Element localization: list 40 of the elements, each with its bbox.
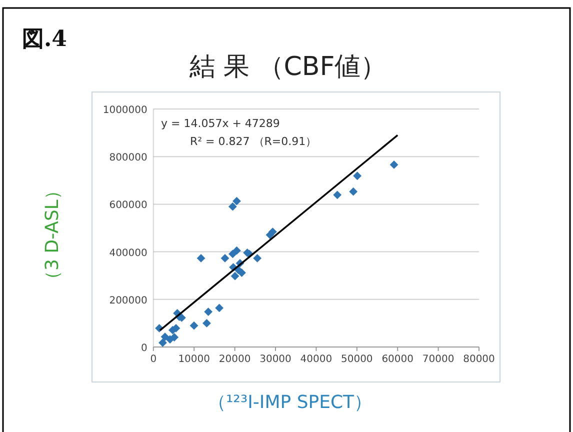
point: [268, 228, 277, 236]
point: [253, 254, 262, 262]
y-tick-label: 400000: [109, 248, 148, 259]
point: [202, 319, 211, 328]
y-tick-label: 600000: [109, 200, 148, 212]
x-tick-label: 60000: [382, 354, 414, 365]
text: 図.4: [22, 26, 67, 52]
point: [232, 246, 241, 255]
point: [230, 272, 240, 280]
point: [204, 308, 213, 316]
point: [333, 190, 342, 200]
x-tick-label: 40000: [300, 354, 332, 365]
point: [349, 187, 358, 196]
y-tick-label: 800000: [109, 152, 148, 164]
y-tick-label: 200000: [109, 295, 148, 306]
x-tick-label: 70000: [422, 354, 454, 365]
annotation: R² = 0.827 （R=0.91）: [190, 135, 317, 148]
point: [390, 160, 398, 169]
point: [238, 268, 246, 277]
annotation: y = 14.057x + 47289: [161, 117, 280, 130]
x-tick-label: 0: [150, 354, 157, 365]
y-axis-title: （3 D-ASL）: [42, 182, 63, 288]
point: [220, 254, 230, 262]
y-tick-label: 1000000: [102, 105, 148, 116]
point: [170, 333, 179, 342]
point: [196, 254, 206, 262]
point: [232, 196, 241, 206]
x-axis-title: （¹²³I-IMP SPECT）: [208, 392, 372, 413]
point: [215, 304, 224, 312]
x-tick-label: 50000: [340, 354, 373, 365]
x-tick-label: 10000: [178, 354, 210, 365]
point: [353, 172, 362, 180]
x-tick-label: 30000: [260, 354, 292, 365]
point: [228, 202, 237, 211]
chart-title: 結 果 （CBF値）: [188, 52, 387, 82]
x-tick-label: 80000: [463, 354, 495, 365]
y-tick-label: 0: [141, 343, 148, 354]
point: [158, 338, 167, 347]
point: [190, 321, 198, 330]
x-tick-label: 20000: [218, 354, 251, 365]
